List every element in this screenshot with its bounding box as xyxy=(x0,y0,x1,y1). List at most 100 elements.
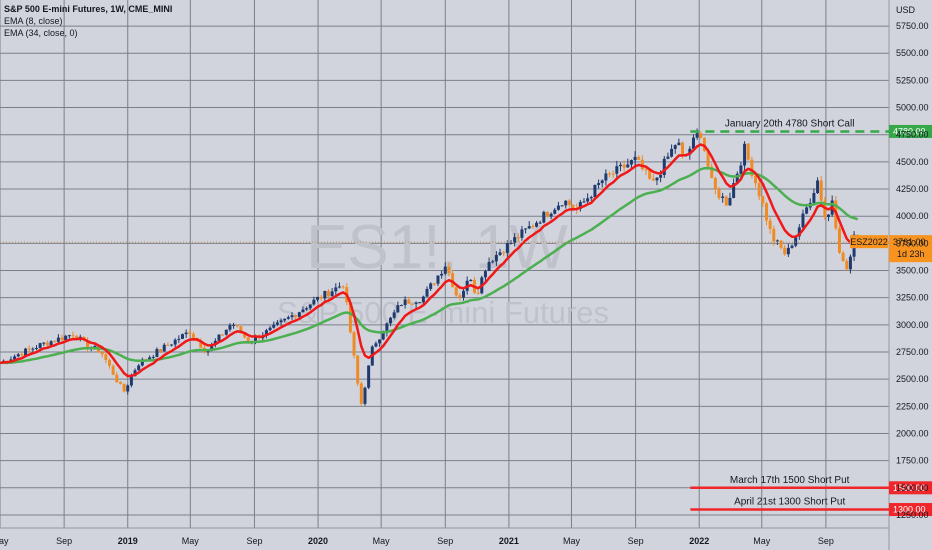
candle xyxy=(308,304,312,311)
candle xyxy=(553,207,557,215)
candle xyxy=(721,192,725,203)
candle-body xyxy=(637,156,641,160)
candle-body xyxy=(27,348,31,350)
candle xyxy=(341,285,345,289)
symbol-watermark: ES1!, 1W S&P 500 E-mini Futures xyxy=(277,213,609,330)
candle-body xyxy=(677,142,681,146)
candle-body xyxy=(812,193,816,203)
candle-body xyxy=(695,133,699,138)
candle xyxy=(469,279,473,282)
chart-legend: S&P 500 E-mini Futures, 1W, CME_MINI EMA… xyxy=(4,3,172,39)
candle-body xyxy=(681,142,685,155)
candle-body xyxy=(111,365,115,375)
price-tick-label: 4000.00 xyxy=(896,211,929,221)
time-tick-label: 2019 xyxy=(118,536,138,546)
candle-body xyxy=(188,332,192,334)
legend-ema-slow[interactable]: EMA (34, close, 0) xyxy=(4,28,78,38)
candle-body xyxy=(447,266,451,274)
candle-body xyxy=(670,148,674,157)
candle xyxy=(724,195,728,207)
candle-body xyxy=(246,337,250,343)
candle-body xyxy=(356,355,360,384)
candle-body xyxy=(107,359,111,366)
level-call: January 20th 4780 Short Call 4780.00 xyxy=(690,118,932,138)
candle-body xyxy=(13,356,17,360)
candle xyxy=(137,363,141,371)
candle-body xyxy=(827,214,831,218)
candle xyxy=(542,210,546,224)
option-levels: January 20th 4780 Short Call 4780.00 March… xyxy=(690,118,932,517)
candle-body xyxy=(600,180,604,184)
candle-body xyxy=(283,318,287,321)
candle-body xyxy=(462,290,466,298)
contract-label: ESZ2022 xyxy=(850,237,888,247)
candle xyxy=(761,195,765,208)
ema-lines xyxy=(0,143,859,378)
candle xyxy=(31,347,35,353)
level-price-tag xyxy=(889,481,932,495)
candle xyxy=(578,199,582,212)
candle-body xyxy=(24,348,28,356)
candle xyxy=(750,156,754,179)
candle-body xyxy=(837,228,841,253)
candle-body xyxy=(549,213,553,217)
candle-body xyxy=(494,254,498,262)
candle xyxy=(797,224,801,240)
candle-body xyxy=(578,202,582,209)
candle xyxy=(673,144,677,154)
candle-body xyxy=(659,174,663,178)
candle-body xyxy=(126,385,130,392)
candle-body xyxy=(819,180,823,201)
candle-body xyxy=(732,183,736,198)
candle xyxy=(786,243,790,257)
candle-body xyxy=(520,229,524,238)
candle-body xyxy=(378,339,382,344)
candle xyxy=(491,259,495,264)
candle xyxy=(71,331,75,339)
candle xyxy=(20,351,24,358)
time-tick-label: 2022 xyxy=(689,536,709,546)
price-axis[interactable]: USD 1250.00 1500.00 1750.00 2000.00 2250.00 2… xyxy=(896,5,929,520)
candle-body xyxy=(253,335,257,342)
candle xyxy=(323,290,327,302)
candle-body xyxy=(509,242,513,244)
candle-body xyxy=(498,252,502,255)
candle-body xyxy=(374,343,378,347)
legend-symbol[interactable]: S&P 500 E-mini Futures, 1W, CME_MINI xyxy=(4,4,173,14)
candle-body xyxy=(524,228,528,230)
candle xyxy=(699,131,703,139)
candle xyxy=(549,212,553,220)
legend-ema-fast[interactable]: EMA (8, close) xyxy=(4,16,63,26)
candle-body xyxy=(786,247,790,255)
candle-body xyxy=(794,236,798,246)
time-axis[interactable]: May Sep 2019 May Sep 2020 May Sep 2021 May Sep 2022… xyxy=(0,536,834,546)
candle xyxy=(513,233,517,247)
candle-body xyxy=(180,334,184,339)
candle-body xyxy=(122,383,126,392)
candle xyxy=(232,322,236,329)
candle-body xyxy=(217,334,221,341)
candle xyxy=(848,254,852,274)
candle xyxy=(301,306,305,313)
price-tick-label: 5750.00 xyxy=(896,21,929,31)
candle xyxy=(666,152,670,160)
candle-body xyxy=(775,240,779,242)
candle-body xyxy=(487,261,491,272)
candle-body xyxy=(191,333,195,338)
candle-body xyxy=(432,283,436,285)
candle xyxy=(374,341,378,348)
candle-body xyxy=(655,177,659,181)
candle-body xyxy=(651,178,655,181)
candle xyxy=(305,306,309,311)
candle-body xyxy=(531,226,535,228)
candle xyxy=(556,201,560,211)
price-tick-label: 3500.00 xyxy=(896,266,929,276)
time-tick-label: Sep xyxy=(246,536,262,546)
candle-body xyxy=(305,308,309,310)
candle xyxy=(115,371,119,384)
time-tick-label: Sep xyxy=(628,536,644,546)
candle-body xyxy=(622,164,626,168)
candle xyxy=(560,205,564,207)
candle xyxy=(535,220,539,228)
